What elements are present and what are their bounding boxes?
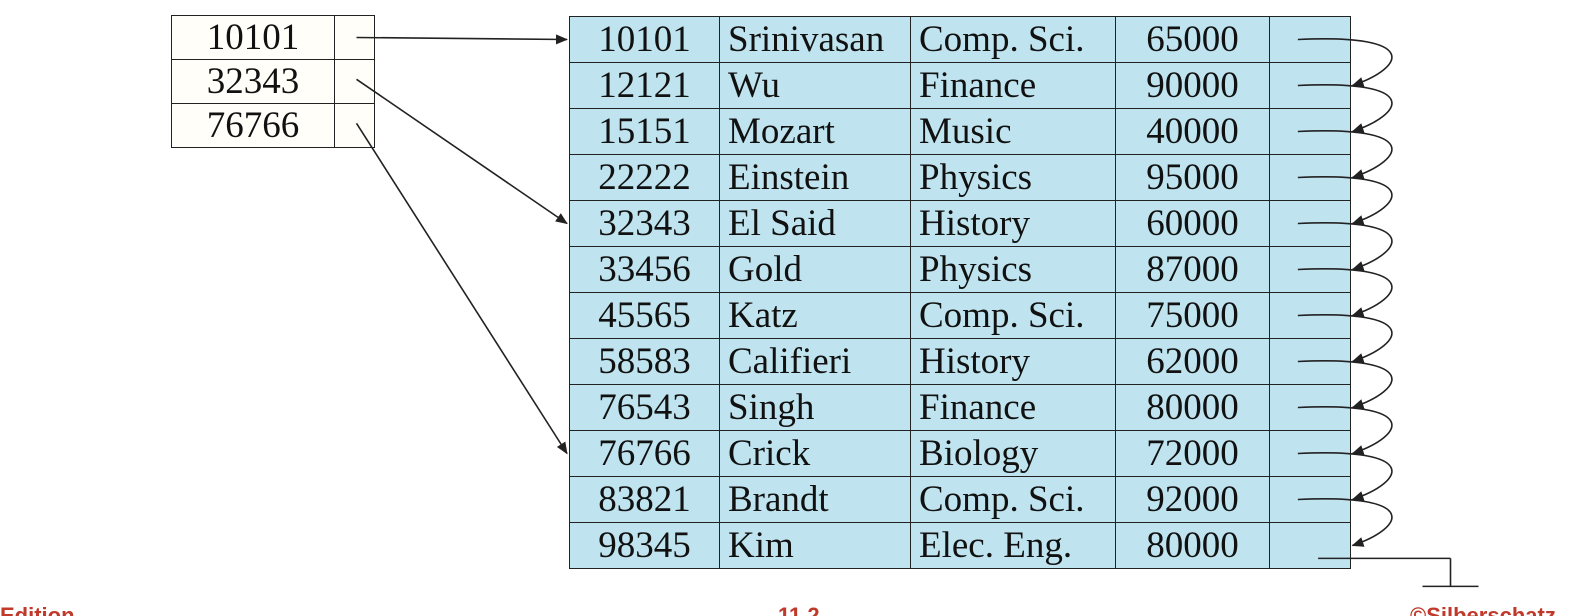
record-id: 33456 bbox=[569, 246, 720, 293]
record-dept: Elec. Eng. bbox=[910, 522, 1116, 569]
instructor-relation: 10101 Srinivasan Comp. Sci. 65000 12121 Wu Fin… bbox=[569, 16, 1351, 569]
record-id: 10101 bbox=[569, 16, 720, 63]
next-pointer-arrow bbox=[1297, 406, 1393, 455]
record-id: 76766 bbox=[569, 430, 720, 477]
record-dept: History bbox=[910, 338, 1116, 385]
next-pointer-arrow bbox=[1297, 222, 1393, 271]
record-id: 45565 bbox=[569, 292, 720, 339]
index-pointer-arrows bbox=[355, 34, 568, 455]
next-record-pointer-chain bbox=[1297, 38, 1393, 547]
record-dept: History bbox=[910, 200, 1116, 247]
next-pointer-arrow bbox=[1297, 176, 1393, 225]
record-salary: 40000 bbox=[1115, 108, 1270, 155]
record-pointer-cell bbox=[1269, 522, 1351, 569]
record-name: Brandt bbox=[719, 476, 911, 523]
footer-left-text: Edition bbox=[0, 603, 75, 616]
record-salary: 80000 bbox=[1115, 384, 1270, 431]
record-salary: 92000 bbox=[1115, 476, 1270, 523]
record-row: 15151 Mozart Music 40000 bbox=[569, 108, 1351, 155]
record-row: 76543 Singh Finance 80000 bbox=[569, 384, 1351, 431]
index-arrow bbox=[355, 122, 568, 455]
record-row: 33456 Gold Physics 87000 bbox=[569, 246, 1351, 293]
record-dept: Finance bbox=[910, 62, 1116, 109]
record-name: Wu bbox=[719, 62, 911, 109]
record-salary: 80000 bbox=[1115, 522, 1270, 569]
record-id: 98345 bbox=[569, 522, 720, 569]
record-salary: 60000 bbox=[1115, 200, 1270, 247]
next-pointer-arrow bbox=[1297, 38, 1393, 87]
record-row: 10101 Srinivasan Comp. Sci. 65000 bbox=[569, 16, 1351, 63]
next-pointer-arrow bbox=[1297, 452, 1393, 501]
record-dept: Comp. Sci. bbox=[910, 476, 1116, 523]
next-pointer-arrow bbox=[1297, 268, 1393, 317]
record-name: Crick bbox=[719, 430, 911, 477]
index-key: 32343 bbox=[171, 59, 335, 104]
record-name: Mozart bbox=[719, 108, 911, 155]
footer-page-number: 11.2 bbox=[778, 603, 820, 616]
record-dept: Comp. Sci. bbox=[910, 292, 1116, 339]
footer-right-text: ©Silberschatz bbox=[1410, 603, 1556, 616]
record-name: Gold bbox=[719, 246, 911, 293]
next-pointer-arrow bbox=[1297, 84, 1393, 133]
record-row: 76766 Crick Biology 72000 bbox=[569, 430, 1351, 477]
record-salary: 65000 bbox=[1115, 16, 1270, 63]
record-salary: 95000 bbox=[1115, 154, 1270, 201]
record-salary: 90000 bbox=[1115, 62, 1270, 109]
record-id: 22222 bbox=[569, 154, 720, 201]
record-row: 12121 Wu Finance 90000 bbox=[569, 62, 1351, 109]
record-name: El Said bbox=[719, 200, 911, 247]
record-dept: Comp. Sci. bbox=[910, 16, 1116, 63]
record-salary: 75000 bbox=[1115, 292, 1270, 339]
record-row: 58583 Califieri History 62000 bbox=[569, 338, 1351, 385]
record-name: Srinivasan bbox=[719, 16, 911, 63]
index-arrow bbox=[356, 34, 568, 45]
record-id: 76543 bbox=[569, 384, 720, 431]
record-id: 32343 bbox=[569, 200, 720, 247]
record-salary: 87000 bbox=[1115, 246, 1270, 293]
record-name: Einstein bbox=[719, 154, 911, 201]
record-dept: Biology bbox=[910, 430, 1116, 477]
next-pointer-arrow bbox=[1297, 314, 1393, 363]
record-id: 83821 bbox=[569, 476, 720, 523]
record-dept: Finance bbox=[910, 384, 1116, 431]
next-pointer-arrow bbox=[1297, 360, 1393, 409]
index-key: 10101 bbox=[171, 15, 335, 60]
record-row: 32343 El Said History 60000 bbox=[569, 200, 1351, 247]
record-id: 15151 bbox=[569, 108, 720, 155]
record-name: Kim bbox=[719, 522, 911, 569]
record-row: 98345 Kim Elec. Eng. 80000 bbox=[569, 522, 1351, 569]
null-pointer-ground-icon bbox=[1318, 557, 1479, 588]
next-pointer-arrow bbox=[1297, 498, 1393, 547]
index-key: 76766 bbox=[171, 103, 335, 148]
record-row: 83821 Brandt Comp. Sci. 92000 bbox=[569, 476, 1351, 523]
next-pointer-arrow bbox=[1297, 130, 1393, 179]
record-name: Califieri bbox=[719, 338, 911, 385]
record-id: 12121 bbox=[569, 62, 720, 109]
index-arrow bbox=[356, 78, 568, 225]
record-dept: Physics bbox=[910, 154, 1116, 201]
record-row: 22222 Einstein Physics 95000 bbox=[569, 154, 1351, 201]
